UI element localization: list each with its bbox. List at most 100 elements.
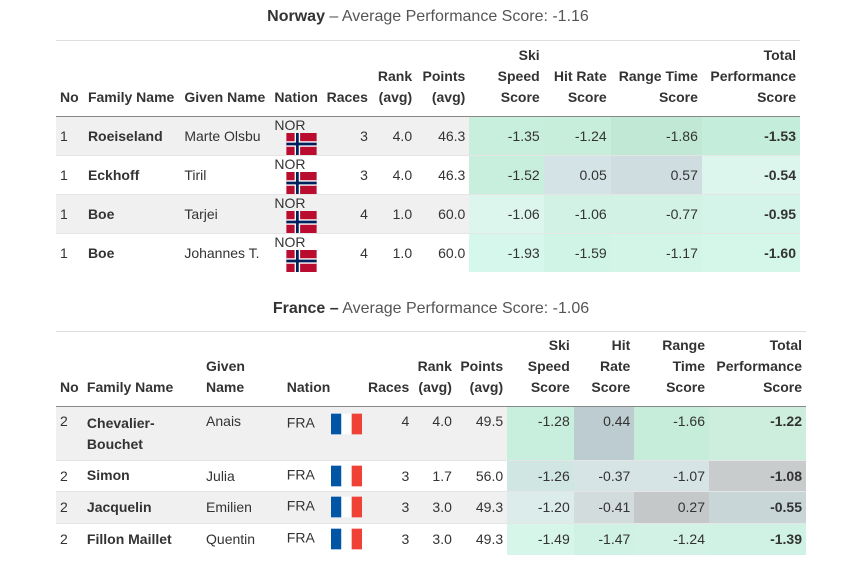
cell-range-time: -1.17	[610, 232, 702, 272]
norway-flag-icon	[286, 132, 318, 155]
france-flag-icon	[330, 496, 362, 518]
cell-rank: 1.0	[371, 232, 417, 272]
cell-no: 2	[56, 490, 83, 523]
cell-points: 49.3	[455, 490, 508, 523]
cell-family-name: Eckhoff	[83, 154, 181, 194]
cell-total-score: -0.95	[701, 193, 800, 233]
title-country: France –	[272, 300, 339, 317]
header-ski-speed-text: Ski Speed Score	[527, 336, 570, 395]
header-total-score[interactable]: Total Performance Score	[710, 46, 796, 105]
nation-code: FRA	[286, 529, 315, 546]
cell-given-name: Tarjei	[180, 193, 271, 233]
header-hit-rate[interactable]: Hit Rate Score	[553, 67, 607, 105]
cell-hit-rate: 0.44	[573, 405, 635, 460]
header-no[interactable]: No	[60, 88, 79, 105]
cell-ski-speed: -1.52	[469, 154, 544, 194]
cell-hit-rate: -1.24	[543, 115, 611, 155]
header-rank[interactable]: Rank (avg)	[377, 67, 413, 105]
norway-table: No Family Name Given Name Nation Races R…	[56, 41, 800, 272]
cell-total-score: -0.54	[701, 154, 800, 194]
france-flag-icon	[330, 528, 362, 550]
title-average: – Average Performance Score: -1.16	[324, 8, 589, 25]
cell-races: 4	[324, 193, 372, 233]
header-total-score[interactable]: Total Performance Score	[709, 332, 806, 406]
cell-hit-rate: -1.47	[573, 522, 635, 555]
cell-family-name: Boe	[83, 193, 181, 233]
header-range-time[interactable]: Range Time Score	[618, 67, 698, 105]
header-races[interactable]: Races	[326, 88, 368, 105]
cell-nation: FRA	[282, 459, 368, 491]
table-row: 2 Simon Julia FRA 3 1.7 56.0 -1.26 -0.37 -1.07 -1.…	[56, 459, 806, 491]
norway-table-title: Norway – Average Performance Score: -1.1…	[56, 8, 800, 26]
france-flag-icon	[330, 413, 362, 435]
cell-given-name: Quentin	[202, 522, 283, 555]
norway-flag-icon	[286, 210, 318, 233]
cell-range-time: -0.77	[610, 193, 702, 233]
cell-no: 2	[56, 522, 83, 555]
cell-total-score: -1.08	[709, 459, 806, 491]
cell-range-time: -1.86	[610, 115, 702, 155]
header-points[interactable]: Points (avg)	[460, 357, 504, 395]
header-points[interactable]: Points (avg)	[422, 67, 466, 105]
header-range-time-text: Range Time Score	[662, 336, 705, 395]
cell-range-time: -1.24	[634, 522, 709, 555]
cell-rank: 4.0	[413, 405, 456, 460]
cell-nation: FRA	[282, 490, 368, 523]
cell-range-time: -1.66	[634, 405, 709, 460]
header-no[interactable]: No	[60, 378, 79, 395]
cell-nation: NOR	[270, 193, 325, 233]
cell-hit-rate: 0.05	[543, 154, 611, 194]
cell-nation: FRA	[282, 522, 368, 555]
cell-points: 60.0	[416, 193, 470, 233]
cell-no: 1	[56, 115, 84, 155]
cell-races: 4	[367, 405, 414, 460]
cell-ski-speed: -1.06	[469, 193, 544, 233]
france-table-title: France – Average Performance Score: -1.0…	[56, 300, 806, 318]
cell-rank: 4.0	[371, 154, 417, 194]
cell-range-time: -1.07	[634, 459, 709, 491]
header-range-time[interactable]: Range Time Score	[634, 332, 709, 406]
header-ski-speed[interactable]: Ski Speed Score	[497, 46, 540, 105]
header-given-name[interactable]: Given Name	[184, 88, 266, 105]
cell-ski-speed: -1.93	[469, 232, 544, 272]
cell-total-score: -0.55	[709, 490, 806, 523]
cell-family-name: Boe	[83, 232, 181, 272]
title-country: Norway	[267, 8, 325, 25]
table-top-rule	[56, 331, 806, 332]
france-flag-icon	[330, 465, 362, 487]
cell-rank: 3.0	[413, 522, 456, 555]
cell-no: 1	[56, 232, 84, 272]
cell-nation: FRA	[282, 405, 368, 460]
cell-given-name: Marte Olsbu	[180, 115, 271, 155]
table-row: 2 Chevalier-Bouchet Anais FRA 4 4.0 49.5 -1.28 0…	[56, 405, 806, 460]
header-ski-speed[interactable]: Ski Speed Score	[507, 332, 574, 406]
table-row: 1 Eckhoff Tiril NOR 3 4.0 46.3 -1.52 0.05 0.57 -0.…	[56, 154, 800, 194]
cell-rank: 1.0	[371, 193, 417, 233]
cell-points: 60.0	[416, 232, 470, 272]
cell-range-time: 0.27	[634, 490, 709, 523]
header-nation[interactable]: Nation	[286, 378, 331, 395]
header-rank[interactable]: Rank (avg)	[417, 357, 452, 395]
header-hit-rate[interactable]: Hit Rate Score	[574, 332, 635, 406]
header-nation[interactable]: Nation	[274, 88, 318, 105]
cell-hit-rate: -1.06	[543, 193, 611, 233]
cell-given-name: Johannes T.	[180, 232, 271, 272]
header-family-name[interactable]: Family Name	[87, 88, 175, 105]
header-hit-rate-text: Hit Rate Score	[591, 336, 631, 395]
nation-code: FRA	[286, 497, 315, 514]
cell-total-score: -1.22	[709, 405, 806, 460]
cell-family-name: Chevalier-Bouchet	[82, 405, 203, 460]
header-races[interactable]: Races	[367, 378, 410, 395]
france-table: No Family Name Given Name Nation Races R…	[56, 332, 806, 555]
cell-no: 2	[56, 405, 83, 460]
cell-points: 49.5	[455, 405, 508, 460]
header-family-name[interactable]: Family Name	[86, 378, 174, 395]
cell-races: 3	[367, 522, 414, 555]
cell-nation: NOR	[270, 154, 325, 194]
header-given-name[interactable]: Given Name	[202, 332, 283, 406]
table-row: 1 Roeiseland Marte Olsbu NOR 3 4.0 46.3 -1.35 -1…	[56, 115, 800, 155]
cell-nation: NOR	[270, 115, 325, 155]
cell-hit-rate: -1.59	[543, 232, 611, 272]
title-average: Average Performance Score: -1.06	[338, 300, 590, 317]
nation-code: NOR	[274, 155, 306, 172]
